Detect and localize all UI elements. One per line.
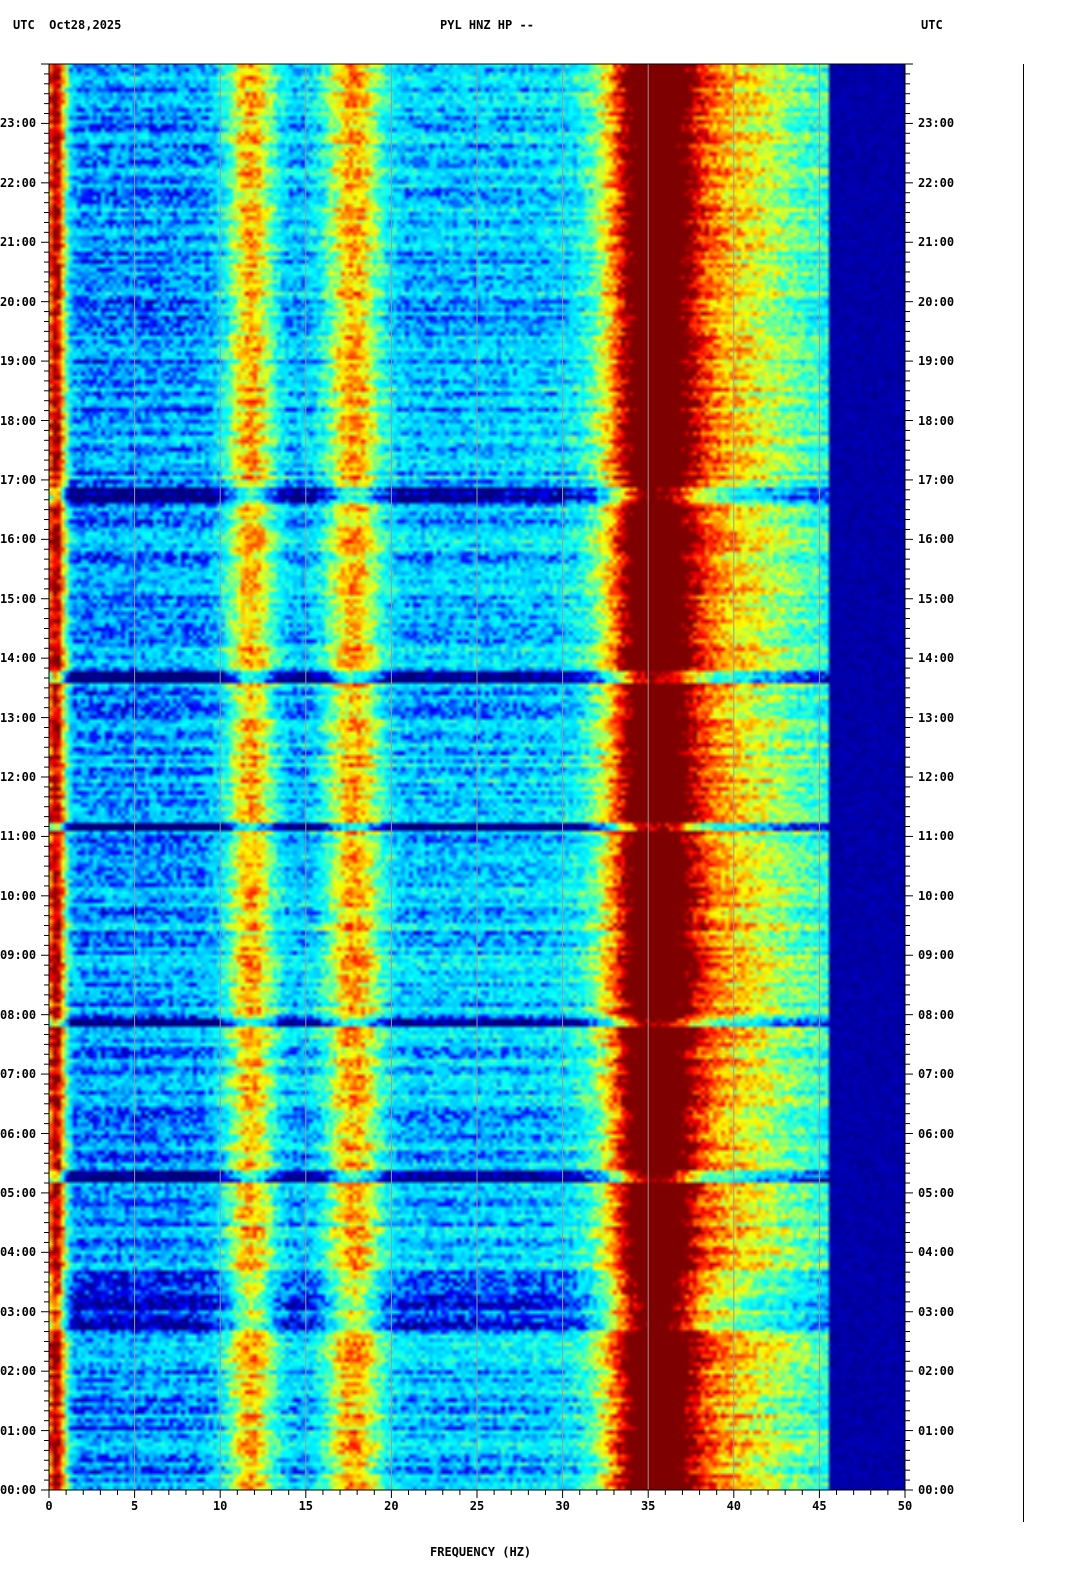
y-tick-label-left: 04:00 <box>0 1245 37 1260</box>
y-tick-label-right: 01:00 <box>918 1423 955 1438</box>
y-tick-label-left: 02:00 <box>0 1364 37 1379</box>
y-tick-label-right: 16:00 <box>918 532 955 547</box>
y-tick-label-right: 15:00 <box>918 591 955 606</box>
y-tick-label-left: 08:00 <box>0 1007 37 1022</box>
y-tick-label-right: 20:00 <box>918 294 955 309</box>
y-tick-label-left: 03:00 <box>0 1304 37 1319</box>
y-tick-label-left: 00:00 <box>0 1483 37 1497</box>
x-axis-title: FREQUENCY (HZ) <box>430 1545 532 1559</box>
y-tick-label-left: 01:00 <box>0 1423 37 1438</box>
y-tick-label-left: 13:00 <box>0 710 37 725</box>
y-tick-label-right: 00:00 <box>918 1483 955 1497</box>
y-tick-label-right: 10:00 <box>918 888 955 903</box>
header-station-title: PYL HNZ HP -- <box>440 18 534 32</box>
y-tick-label-right: 18:00 <box>918 413 955 428</box>
y-tick-label-left: 21:00 <box>0 235 37 250</box>
y-tick-label-left: 17:00 <box>0 472 37 487</box>
x-tick-label: 20 <box>384 1499 399 1513</box>
y-tick-label-right: 21:00 <box>918 235 955 250</box>
side-scale-line <box>1023 64 1024 1522</box>
y-tick-label-right: 11:00 <box>918 829 955 844</box>
y-tick-label-left: 16:00 <box>0 532 37 547</box>
y-tick-label-left: 06:00 <box>0 1126 37 1141</box>
y-tick-label-right: 04:00 <box>918 1245 955 1260</box>
y-tick-label-left: 09:00 <box>0 948 37 963</box>
y-tick-label-right: 23:00 <box>918 116 955 131</box>
y-tick-label-left: 05:00 <box>0 1185 37 1200</box>
x-tick-label: 40 <box>726 1499 742 1513</box>
x-tick-label: 35 <box>640 1499 656 1513</box>
y-tick-label-left: 22:00 <box>0 175 37 190</box>
x-tick-label: 25 <box>469 1499 485 1513</box>
y-tick-label-right: 07:00 <box>918 1067 955 1082</box>
x-tick-label: 30 <box>555 1499 570 1513</box>
y-tick-label-left: 20:00 <box>0 294 37 309</box>
y-tick-label-left: 14:00 <box>0 651 37 666</box>
y-tick-label-right: 05:00 <box>918 1185 955 1200</box>
y-tick-label-right: 12:00 <box>918 770 955 784</box>
y-tick-label-right: 13:00 <box>918 710 955 725</box>
y-tick-label-right: 17:00 <box>918 472 955 487</box>
x-tick-label: 15 <box>298 1499 314 1513</box>
y-tick-label-left: 15:00 <box>0 591 37 606</box>
y-tick-label-left: 19:00 <box>0 354 37 369</box>
y-tick-label-right: 02:00 <box>918 1364 955 1379</box>
y-tick-label-left: 18:00 <box>0 413 37 428</box>
x-tick-label: 10 <box>212 1499 228 1513</box>
y-tick-label-right: 06:00 <box>918 1126 955 1141</box>
y-tick-label-right: 22:00 <box>918 175 955 190</box>
x-tick-label: 50 <box>897 1499 913 1513</box>
y-tick-label-left: 11:00 <box>0 829 37 844</box>
y-tick-label-right: 14:00 <box>918 651 955 666</box>
x-tick-label: 45 <box>812 1499 827 1513</box>
x-tick-label: 0 <box>45 1499 53 1513</box>
header-right-label: UTC <box>921 18 943 32</box>
header-left-label: UTC Oct28,2025 <box>13 18 122 32</box>
y-tick-label-left: 23:00 <box>0 116 37 131</box>
y-tick-label-right: 19:00 <box>918 354 955 369</box>
y-tick-label-right: 03:00 <box>918 1304 955 1319</box>
y-tick-label-right: 09:00 <box>918 948 955 963</box>
y-tick-label-right: 08:00 <box>918 1007 955 1022</box>
y-tick-label-left: 07:00 <box>0 1067 37 1082</box>
x-tick-label: 5 <box>130 1499 139 1513</box>
y-tick-label-left: 10:00 <box>0 888 37 903</box>
y-tick-label-left: 12:00 <box>0 770 37 784</box>
